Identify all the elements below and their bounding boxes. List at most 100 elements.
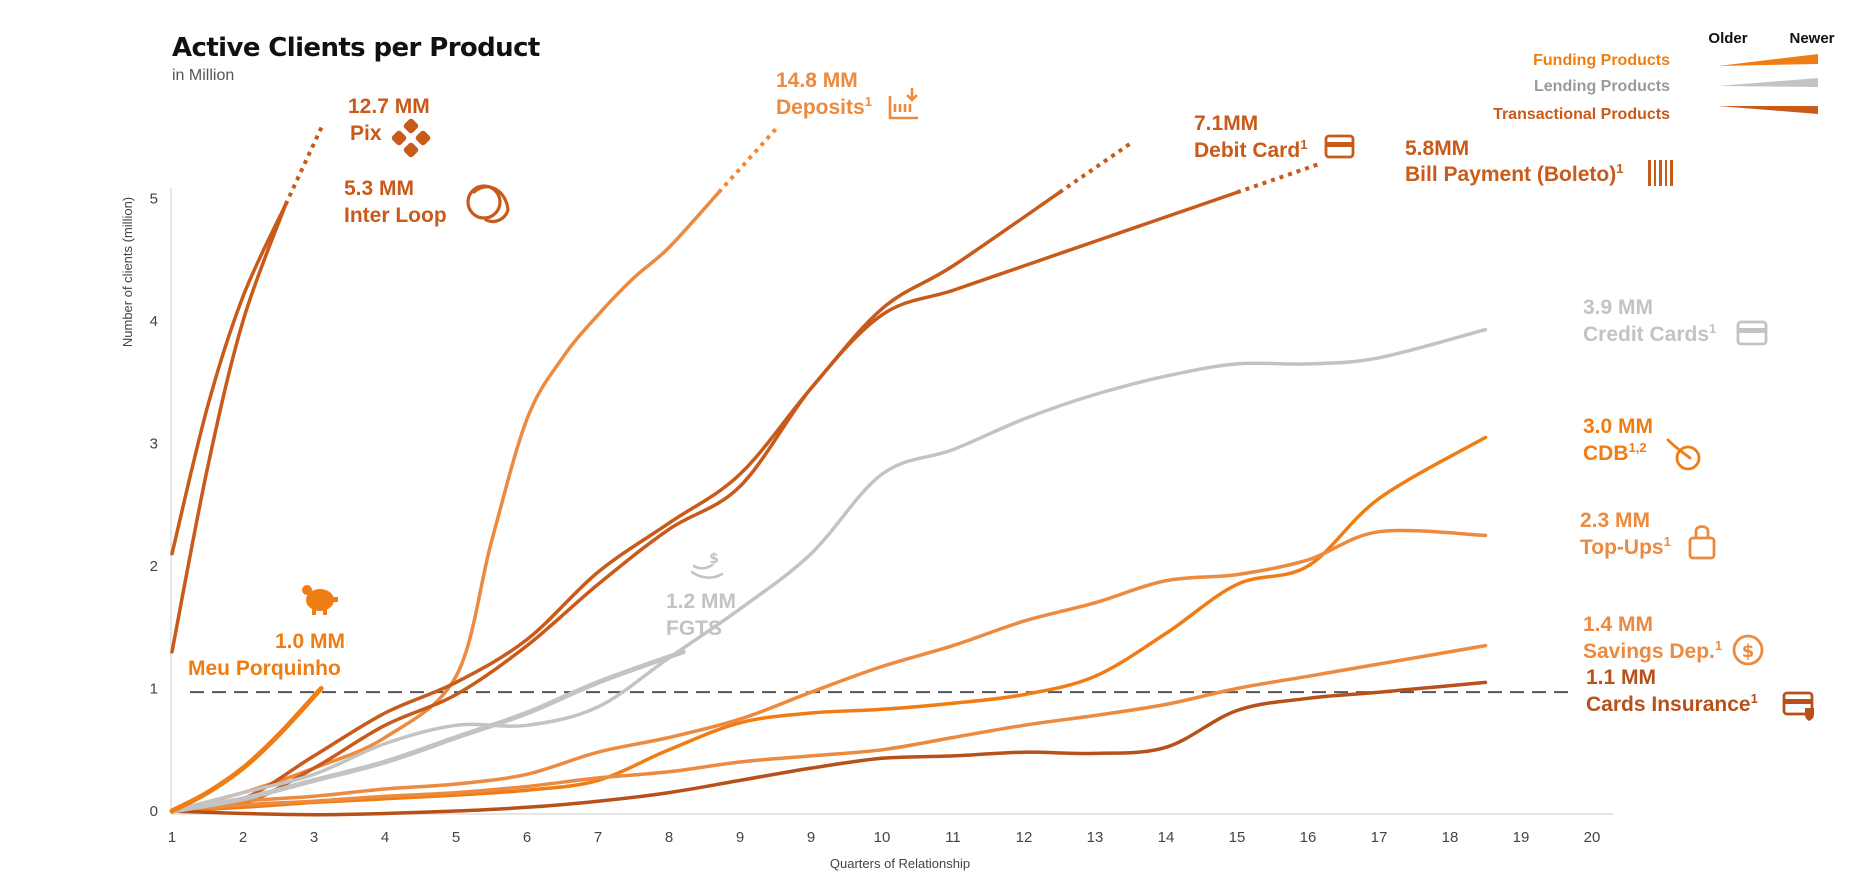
label-boleto: 5.8MM Bill Payment (Boleto)1 <box>1405 137 1673 186</box>
credit-card-icon <box>1736 320 1768 346</box>
x-tick-label: 9 <box>736 829 744 846</box>
label-cards-insurance: 1.1 MM Cards Insurance1 <box>1586 666 1814 721</box>
bag-icon <box>1688 525 1716 560</box>
y-tick-label: 4 <box>150 313 158 330</box>
x-tick-label: 17 <box>1371 829 1388 846</box>
boleto-value-label: 5.8MM <box>1405 137 1469 160</box>
top-ups-value-label: 2.3 MM <box>1580 509 1650 532</box>
card-shield-icon <box>1782 691 1814 721</box>
series-line-fgts <box>169 649 686 814</box>
x-tick-label: 9 <box>807 829 815 846</box>
inter-loop-value-label: 5.3 MM <box>344 177 414 200</box>
cards-insurance-value-label: 1.1 MM <box>1586 666 1656 689</box>
y-tick-label: 5 <box>150 191 158 208</box>
x-axis-label: Quarters of Relationship <box>830 856 970 871</box>
series-line-pix <box>170 202 288 556</box>
credit-cards-value-label: 3.9 MM <box>1583 296 1653 319</box>
deposits-value-label: 14.8 MM <box>776 69 858 92</box>
x-tick-label: 8 <box>665 829 673 846</box>
fgts-value-label: 1.2 MM <box>666 590 736 613</box>
svg-text:$: $ <box>1742 641 1755 662</box>
label-savings: 1.4 MM Savings Dep.1 $ <box>1583 613 1764 666</box>
x-tick-label: 13 <box>1087 829 1104 846</box>
cdb-icon <box>1666 438 1701 471</box>
series-line-cdb <box>170 435 1488 813</box>
series-lines <box>169 122 1488 817</box>
series-continuation-boleto <box>1236 161 1323 195</box>
label-pix: 12.7 MM Pix <box>348 95 431 158</box>
series-line-savings <box>170 643 1488 813</box>
top-ups-name-label: Top-Ups1 <box>1580 534 1671 559</box>
debit-card-name-label: Debit Card1 <box>1194 137 1307 162</box>
x-tick-label: 14 <box>1158 829 1175 846</box>
legend-newer-label: Newer <box>1789 30 1834 47</box>
x-tick-label: 20 <box>1584 829 1601 846</box>
legend-funding-wedge <box>1718 54 1818 66</box>
porquinho-value-label: 1.0 MM <box>275 630 345 653</box>
label-deposits: 14.8 MM Deposits1 <box>776 69 918 120</box>
deposit-icon <box>888 88 918 120</box>
series-line-debit-card <box>170 190 1062 813</box>
y-tick-label: 0 <box>150 803 158 820</box>
x-tick-label: 3 <box>310 829 318 846</box>
x-tick-label: 10 <box>874 829 891 846</box>
label-inter-loop: 5.3 MM Inter Loop <box>344 177 510 227</box>
x-tick-label: 12 <box>1016 829 1033 846</box>
series-line-boleto <box>170 190 1239 813</box>
series-line-top-ups <box>170 528 1488 813</box>
series-continuation-debit-card <box>1058 139 1135 195</box>
fgts-name-label: FGTS <box>666 617 722 640</box>
label-credit-cards: 3.9 MM Credit Cards1 <box>1583 296 1768 346</box>
x-tick-label: 6 <box>523 829 531 846</box>
pix-icon <box>391 118 431 158</box>
legend-funding-label: Funding Products <box>1533 52 1670 69</box>
chart-subtitle: in Million <box>172 67 234 84</box>
series-continuation-deposits <box>717 124 781 194</box>
fgts-icon: $ <box>690 551 724 579</box>
debit-card-value-label: 7.1MM <box>1194 112 1258 135</box>
y-axis-label: Number of clients (million) <box>120 197 135 347</box>
x-tick-label: 15 <box>1229 829 1246 846</box>
series-line-porquinho <box>169 686 324 814</box>
x-tick-label: 7 <box>594 829 602 846</box>
boleto-name-label: Bill Payment (Boleto)1 <box>1405 161 1623 186</box>
legend: Older Newer Funding Products Lending Pro… <box>1493 30 1835 123</box>
porquinho-name-label: Meu Porquinho <box>188 657 341 680</box>
label-fgts: 1.2 MM FGTS $ <box>666 551 736 640</box>
svg-text:$: $ <box>709 551 719 567</box>
x-tick-label: 11 <box>945 829 961 846</box>
savings-value-label: 1.4 MM <box>1583 613 1653 636</box>
series-line-inter-loop <box>170 202 288 654</box>
pix-value-label: 12.7 MM <box>348 95 430 118</box>
label-top-ups: 2.3 MM Top-Ups1 <box>1580 509 1716 560</box>
label-cdb: 3.0 MM CDB1,2 <box>1583 415 1701 471</box>
x-tick-label: 5 <box>452 829 460 846</box>
legend-lending-wedge <box>1718 78 1818 87</box>
series-line-cards-insurance <box>170 680 1488 817</box>
x-tick-label: 18 <box>1442 829 1459 846</box>
legend-lending-label: Lending Products <box>1534 78 1670 95</box>
x-tick-label: 4 <box>381 829 389 846</box>
loop-icon <box>466 184 510 224</box>
x-tick-label: 19 <box>1513 829 1530 846</box>
x-tick-label: 1 <box>168 829 176 846</box>
barcode-icon <box>1648 160 1673 186</box>
savings-name-label: Savings Dep.1 <box>1583 638 1722 663</box>
legend-transactional-label: Transactional Products <box>1493 106 1670 123</box>
cdb-value-label: 3.0 MM <box>1583 415 1653 438</box>
x-tick-label: 16 <box>1300 829 1317 846</box>
legend-transactional-wedge <box>1718 106 1818 114</box>
y-tick-label: 3 <box>150 436 158 453</box>
dollar-coin-icon: $ <box>1732 634 1764 666</box>
label-debit-card: 7.1MM Debit Card1 <box>1194 112 1355 162</box>
pix-name-label: Pix <box>350 122 382 145</box>
piggy-bank-icon <box>302 585 338 615</box>
series-continuation-pix <box>283 122 326 206</box>
y-tick-label: 1 <box>150 681 158 698</box>
x-tick-label: 2 <box>239 829 247 846</box>
y-axis-ticks: 0 1 2 3 4 5 <box>150 191 158 821</box>
inter-loop-name-label: Inter Loop <box>344 204 447 227</box>
cards-insurance-name-label: Cards Insurance1 <box>1586 691 1758 716</box>
credit-cards-name-label: Credit Cards1 <box>1583 321 1716 346</box>
cdb-name-label: CDB1,2 <box>1583 440 1647 465</box>
